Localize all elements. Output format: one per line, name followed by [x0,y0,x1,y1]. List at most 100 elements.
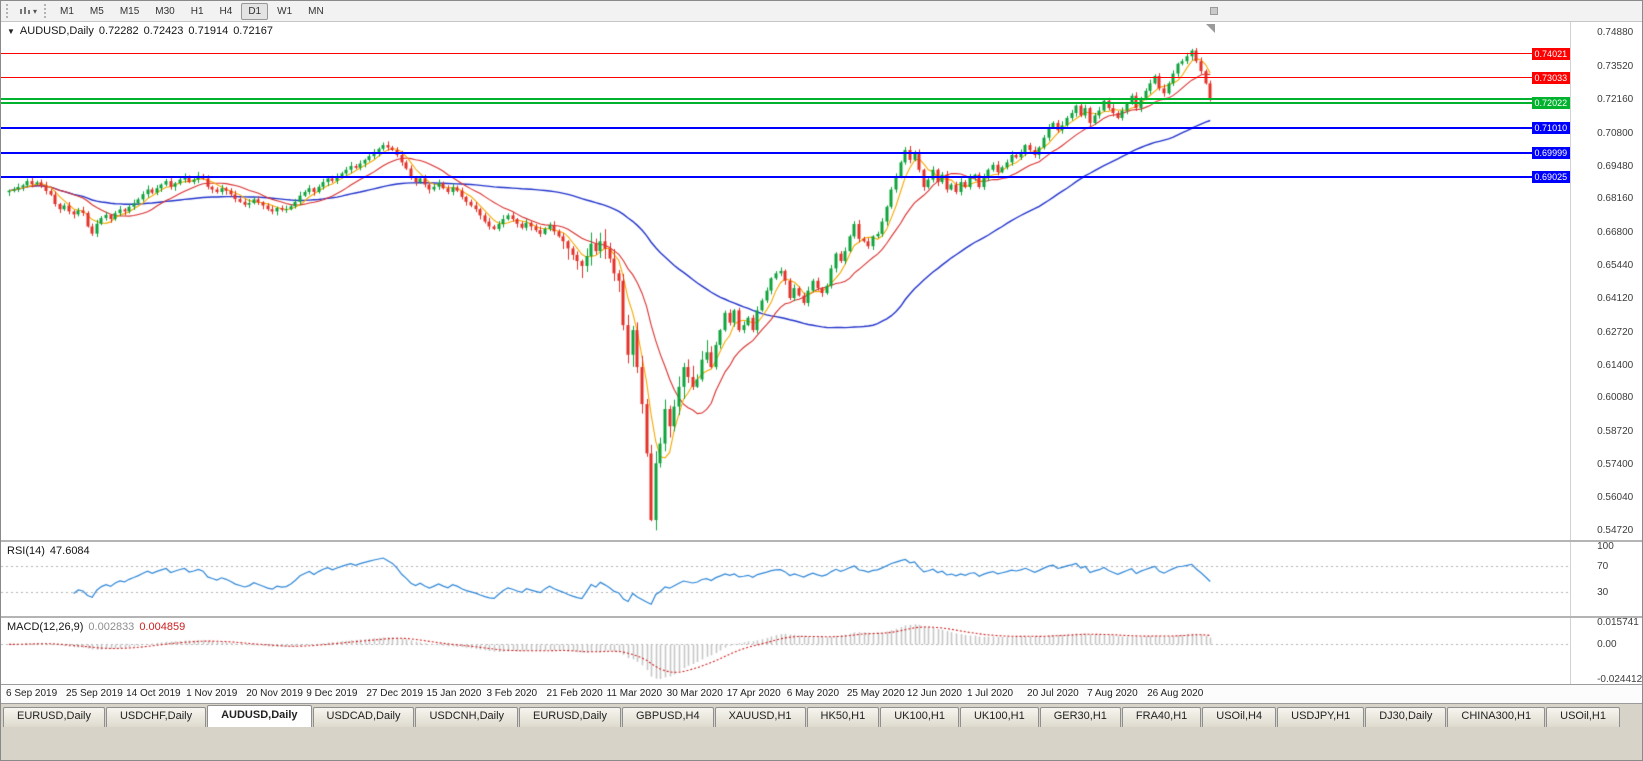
date-label: 20 Nov 2019 [246,688,303,699]
timeframe-button-w1[interactable]: W1 [277,5,293,17]
chart-tab-usoil-h1[interactable]: USOil,H1 [1546,707,1620,727]
price-tick: 0.61400 [1597,359,1634,371]
date-label: 20 Jul 2020 [1027,688,1079,699]
chart-tab-ger30-h1[interactable]: GER30,H1 [1039,707,1121,727]
rsi-plot-area[interactable]: RSI(14) 47.6084 [1,542,1571,616]
chart-tab-xauusd-h1[interactable]: XAUUSD,H1 [714,707,806,727]
price-tick: 0.74880 [1597,27,1634,39]
date-label: 25 May 2020 [846,688,905,699]
rsi-tick: 100 [1597,541,1614,552]
date-label: 27 Dec 2019 [366,688,424,699]
macd-header: MACD(12,26,9) 0.002833 0.004859 [7,621,185,633]
date-label: 9 Dec 2019 [306,688,358,699]
price-tick: 0.58720 [1597,425,1634,437]
level-price-label[interactable]: 0.69999 [1531,146,1571,159]
chart-tab-usdcnh-daily[interactable]: USDCNH,Daily [415,707,519,727]
chevron-down-icon: ▾ [33,6,38,16]
macd-main-value: 0.002833 [88,621,135,633]
timeframe-button-m5[interactable]: M5 [89,5,104,17]
level-price-label[interactable]: 0.73033 [1531,71,1571,84]
chart-tab-usdcad-daily[interactable]: USDCAD,Daily [312,707,415,727]
macd-pane: MACD(12,26,9) 0.002833 0.004859 0.015741… [1,617,1643,685]
timeframe-button-mn[interactable]: MN [308,5,324,17]
rsi-axis[interactable]: 100 70 30 [1570,541,1642,616]
ohlc-low: 0.71914 [188,25,229,37]
chart-tab-eurusd-daily[interactable]: EURUSD,Daily [519,707,621,727]
date-label: 1 Nov 2019 [186,688,238,699]
chart-tab-audusd-daily[interactable]: AUDUSD,Daily [207,705,312,727]
price-tick: 0.68160 [1597,193,1634,205]
toolbar-grip[interactable] [6,4,9,18]
horizontal-level-line[interactable] [1,151,1571,154]
price-tick: 0.66800 [1597,226,1634,238]
price-tick: 0.60080 [1597,392,1634,404]
level-price-label[interactable]: 0.74021 [1531,47,1571,60]
chart-tab-bar: EURUSD,Daily USDCHF,Daily AUDUSD,Daily USDC… [1,703,1642,727]
horizontal-level-line[interactable] [1,126,1571,129]
date-label: 26 Aug 2020 [1147,688,1204,699]
price-axis[interactable]: 0.74880 0.73520 0.72160 0.70800 0.69480 0.681… [1570,22,1642,540]
price-chart-canvas[interactable] [1,22,1571,540]
chart-tab-gbpusd-h4[interactable]: GBPUSD,H4 [622,707,714,727]
price-tick: 0.54720 [1597,524,1634,536]
horizontal-level-line[interactable] [1,98,1571,101]
date-label: 25 Sep 2019 [66,688,123,699]
date-label: 1 Jul 2020 [966,688,1014,699]
window-bottom-strip [1,727,1642,760]
date-label: 11 Mar 2020 [606,688,662,699]
timeframe-button-m15[interactable]: M15 [119,5,140,17]
chart-tab-usdchf-daily[interactable]: USDCHF,Daily [105,707,207,727]
price-tick: 0.72160 [1597,94,1634,106]
price-tick: 0.69480 [1597,160,1634,172]
date-axis[interactable]: 6 Sep 2019 25 Sep 2019 14 Oct 2019 1 Nov 20… [1,684,1642,703]
timeframe-button-m1[interactable]: M1 [60,5,74,17]
rsi-header: RSI(14) 47.6084 [7,545,90,557]
timeframe-button-h4[interactable]: H4 [219,5,233,17]
horizontal-level-line[interactable] [1,101,1571,104]
macd-tick: 0.00 [1597,639,1617,651]
pane-splitter-2[interactable] [1,616,1642,618]
macd-tick: 0.015741 [1597,617,1639,628]
timeframe-button-h1[interactable]: H1 [190,5,204,17]
date-label: 6 Sep 2019 [6,688,58,699]
charts-dropdown[interactable]: ▾ [14,3,42,19]
chart-tab-uk100-h1[interactable]: UK100,H1 [959,707,1039,727]
chart-tab-eurusd-daily[interactable]: EURUSD,Daily [3,707,105,727]
rsi-tick: 30 [1597,587,1609,599]
macd-axis[interactable]: 0.015741 0.00 -0.024412 [1570,617,1643,685]
chart-shift-marker[interactable] [1206,24,1216,33]
date-label: 12 Jun 2020 [906,688,962,699]
timeframe-button-m30[interactable]: M30 [155,5,175,17]
horizontal-level-line[interactable] [1,77,1571,79]
horizontal-level-line[interactable] [1,175,1571,178]
level-price-label[interactable]: 0.69025 [1531,170,1571,183]
price-tick: 0.73520 [1597,60,1634,72]
macd-tick: -0.024412 [1597,674,1643,685]
chart-tab-hk50-h1[interactable]: HK50,H1 [806,707,880,727]
price-tick: 0.62720 [1597,327,1634,339]
timeframe-button-d1[interactable]: D1 [241,2,269,20]
chart-tab-uk100-h1[interactable]: UK100,H1 [880,707,959,727]
macd-plot-area[interactable]: MACD(12,26,9) 0.002833 0.004859 [1,618,1571,684]
level-price-label[interactable]: 0.72022 [1531,96,1571,109]
chart-tab-usoil-h4[interactable]: USOil,H4 [1202,707,1277,727]
date-label: 3 Feb 2020 [486,688,538,699]
toolbar-grip-2[interactable] [44,4,47,18]
chart-tab-dj30-daily[interactable]: DJ30,Daily [1365,707,1447,727]
chart-type-icon [20,7,30,14]
horizontal-level-line[interactable] [1,53,1571,55]
rsi-tick: 70 [1597,560,1609,572]
macd-canvas[interactable] [1,618,1571,684]
price-tick: 0.57400 [1597,458,1634,470]
chart-tab-china300-h1[interactable]: CHINA300,H1 [1447,707,1546,727]
pane-splitter[interactable] [1,540,1642,542]
rsi-canvas[interactable] [1,542,1571,616]
chart-tab-fra40-h1[interactable]: FRA40,H1 [1121,707,1202,727]
date-label: 7 Aug 2020 [1087,688,1138,699]
price-plot-area[interactable]: ▼ AUDUSD,Daily 0.72282 0.72423 0.71914 0… [1,22,1571,540]
price-tick: 0.56040 [1597,492,1634,504]
level-price-label[interactable]: 0.71010 [1531,121,1571,134]
chart-tab-usdjpy-h1[interactable]: USDJPY,H1 [1277,707,1365,727]
ohlc-open: 0.72282 [98,25,139,37]
